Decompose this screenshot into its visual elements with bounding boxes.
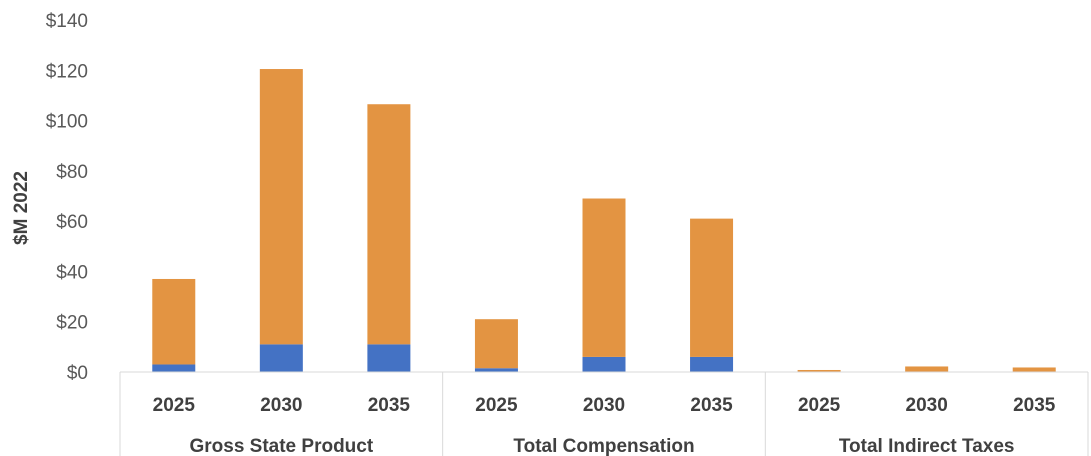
x-category-label: 2030	[583, 395, 625, 416]
x-group-label: Total Indirect Taxes	[839, 436, 1015, 456]
bar-segment-series-2	[690, 218, 734, 357]
y-tick-label: $140	[46, 11, 88, 32]
x-category-label: 2035	[690, 395, 733, 416]
bar-segment-series-2	[474, 319, 518, 369]
x-category-label: 2035	[1013, 395, 1056, 416]
y-tick-label: $80	[56, 162, 88, 183]
bar-segment-series-2	[797, 369, 841, 372]
y-tick-label: $40	[56, 262, 88, 283]
bar-segment-series-2	[582, 198, 626, 357]
bar-segment-series-2	[259, 69, 303, 345]
x-category-label: 2025	[475, 395, 518, 416]
y-tick-label: $120	[46, 61, 88, 82]
x-category-label: 2030	[260, 395, 302, 416]
bar-segment-series-1	[152, 364, 196, 372]
y-tick-label: $100	[46, 112, 88, 133]
x-category-label: 2035	[368, 395, 411, 416]
x-group-label: Gross State Product	[189, 436, 373, 456]
bar-segment-series-2	[905, 366, 949, 372]
x-category-label: 2025	[798, 395, 841, 416]
y-tick-label: $20	[56, 313, 88, 334]
bar-segment-series-2	[367, 104, 411, 345]
y-axis-title: $M 2022	[11, 171, 32, 245]
bar-segment-series-1	[367, 344, 411, 372]
bar-segment-series-1	[690, 356, 734, 372]
bars	[152, 69, 1056, 372]
x-category-label: 2030	[906, 395, 948, 416]
y-tick-label: $0	[67, 363, 88, 384]
x-group-label: Total Compensation	[513, 436, 694, 456]
x-category-label: 2025	[153, 395, 196, 416]
x-axis: 2025 2030 2035 2025 2030 2035 2025 2030 2035 Gros…	[119, 371, 1089, 456]
bar-segment-series-2	[1012, 367, 1056, 372]
y-tick-label: $60	[56, 212, 88, 233]
bar-segment-series-2	[152, 278, 196, 365]
bar-segment-series-1	[259, 344, 303, 372]
y-axis-ticks: $0 $20 $40 $60 $80 $100 $120 $140	[46, 11, 88, 384]
bar-segment-series-1	[582, 356, 626, 372]
bar-segment-series-1	[474, 368, 518, 372]
